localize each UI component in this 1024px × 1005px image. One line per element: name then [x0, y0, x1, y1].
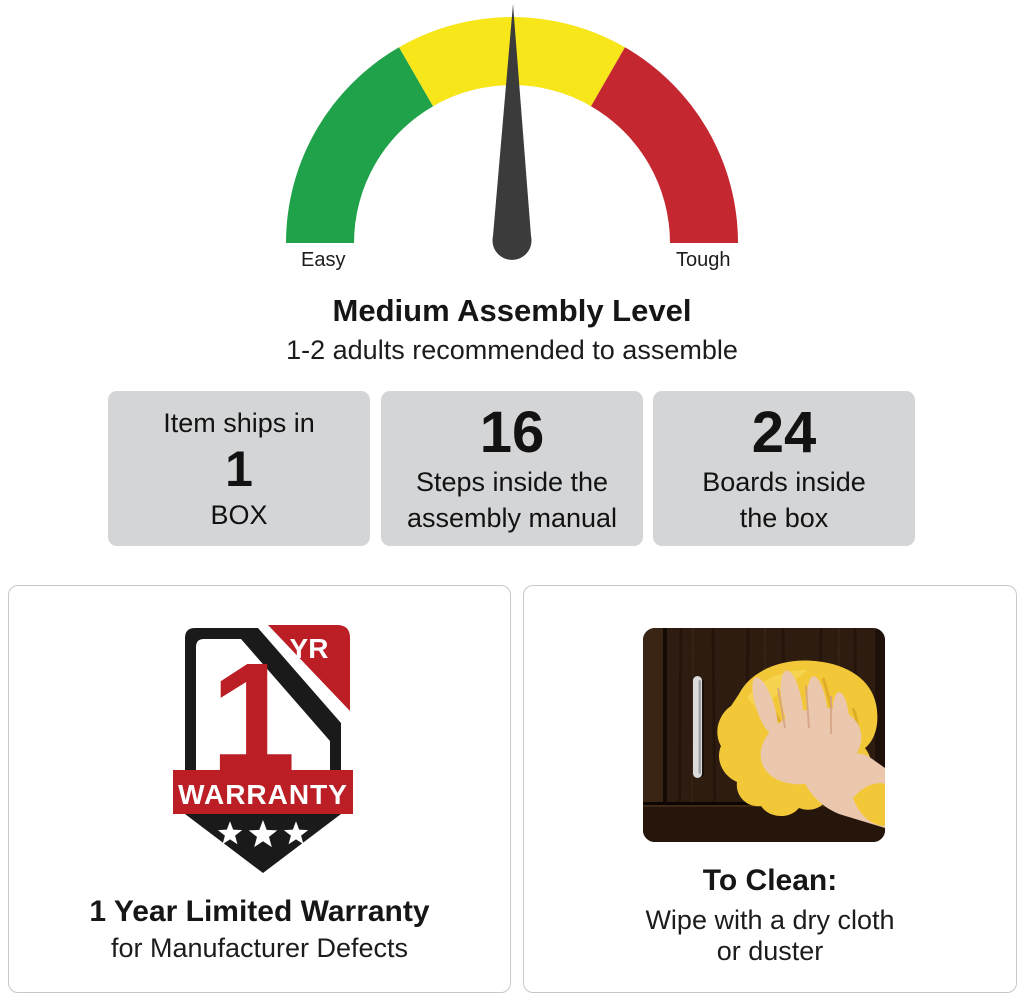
gauge-tough-segment — [591, 47, 738, 243]
badge-banner-label: WARRANTY — [178, 779, 348, 810]
info-box-caption-line: Steps inside the — [415, 466, 609, 497]
star-icon — [248, 820, 278, 848]
cabinet-handle-icon — [693, 676, 704, 778]
info-box-caption-line: assembly manual — [406, 502, 618, 533]
page-title: Medium Assembly Level — [332, 293, 692, 328]
info-box-number: 1 — [225, 440, 253, 497]
cleaning-instruction-line: Wipe with a dry cloth — [645, 905, 895, 935]
gauge-easy-label: Easy — [301, 249, 346, 271]
info-box-top-line: Item ships in — [163, 407, 315, 438]
info-box-steps: 16 Steps inside the assembly manual — [381, 391, 643, 546]
assembly-difficulty-gauge — [286, 4, 738, 260]
badge-corner-flap — [268, 625, 350, 711]
info-box-number: 16 — [479, 399, 545, 465]
badge-shield-interior — [196, 639, 330, 770]
badge-banner — [173, 770, 353, 814]
page-subtitle: 1-2 adults recommended to assemble — [286, 335, 738, 365]
star-icon — [283, 821, 309, 845]
info-box-bottom-line: BOX — [210, 499, 268, 530]
gauge-easy-segment — [286, 47, 434, 243]
gauge-tough-label: Tough — [676, 249, 731, 271]
warranty-subtitle: for Manufacturer Defects — [110, 933, 409, 963]
badge-yr-label: YR — [290, 633, 329, 664]
info-box-boards: 24 Boards inside the box — [653, 391, 915, 546]
cleaning-photo — [643, 628, 885, 842]
gauge-needle-icon — [492, 4, 532, 260]
star-icon — [217, 821, 243, 845]
info-box-caption-line: the box — [739, 502, 829, 533]
warranty-badge-icon: 1 YR WARRANTY — [173, 625, 353, 873]
cleaning-photo-illustration — [643, 628, 885, 842]
cleaning-title: To Clean: — [702, 864, 838, 897]
info-box-number: 24 — [751, 399, 817, 465]
badge-chevron — [185, 814, 341, 873]
dust-cloth-fold — [853, 783, 885, 826]
info-box-caption-line: Boards inside — [702, 466, 866, 497]
warranty-title: 1 Year Limited Warranty — [89, 895, 430, 928]
cleaning-instruction-line: or duster — [716, 936, 824, 966]
info-box-ships-in: Item ships in 1 BOX — [108, 391, 370, 546]
